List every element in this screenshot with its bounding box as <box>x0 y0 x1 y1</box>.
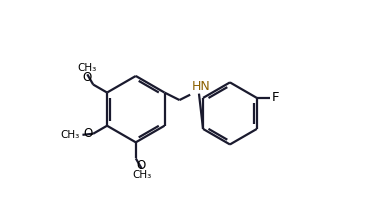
Text: O: O <box>83 127 92 140</box>
Text: CH₃: CH₃ <box>60 130 79 140</box>
Text: O: O <box>137 159 146 172</box>
Text: CH₃: CH₃ <box>132 170 151 180</box>
Text: F: F <box>271 91 279 104</box>
Text: O: O <box>83 71 92 84</box>
Text: HN: HN <box>191 80 210 92</box>
Text: CH₃: CH₃ <box>78 63 97 73</box>
